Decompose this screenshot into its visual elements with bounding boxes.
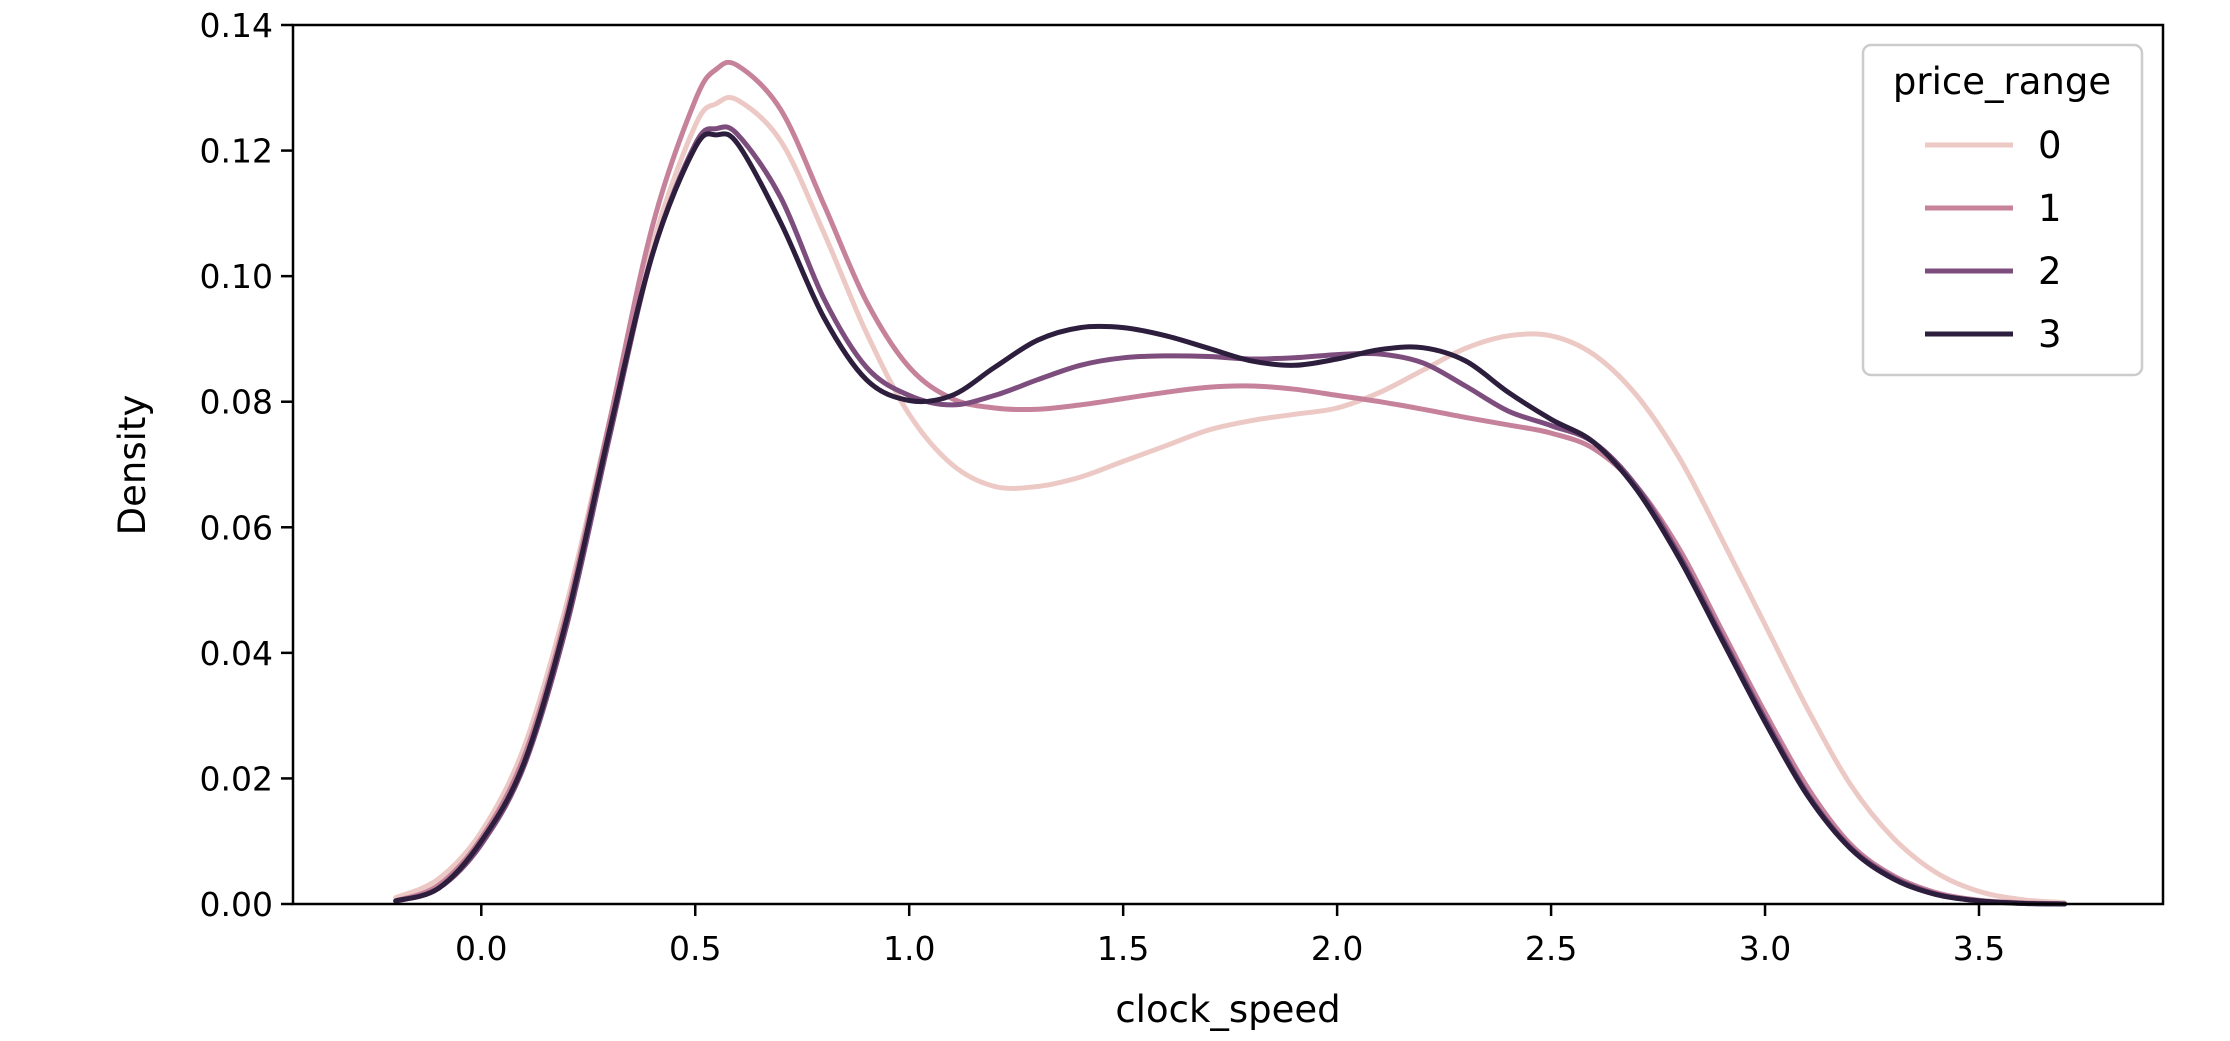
x-tick-label: 0.0 [455, 929, 507, 968]
series-layer [393, 59, 2068, 907]
x-axis: 0.0 0.5 1.0 1.5 2.0 2.5 3.0 3.5 [455, 904, 2005, 968]
y-tick-label: 0.10 [200, 257, 273, 296]
density-line-3 [393, 131, 2068, 907]
y-axis-label: Density [111, 395, 154, 536]
legend-label-1: 1 [2038, 187, 2062, 230]
x-tick-label: 1.0 [883, 929, 935, 968]
legend-label-3: 3 [2038, 313, 2062, 356]
legend-label-2: 2 [2038, 250, 2062, 293]
legend: price_range 0 1 2 3 [1861, 43, 2144, 377]
x-tick-label: 3.5 [1953, 929, 2005, 968]
x-axis-label: clock_speed [1115, 988, 1340, 1031]
y-tick-label: 0.04 [200, 634, 273, 673]
y-tick-label: 0.14 [200, 6, 273, 45]
plot-frame [291, 23, 2165, 906]
density-line-1 [393, 59, 2068, 907]
y-tick-label: 0.08 [200, 383, 273, 422]
x-tick-label: 1.5 [1097, 929, 1149, 968]
legend-title: price_range [1893, 60, 2111, 103]
x-tick-label: 0.5 [669, 929, 721, 968]
y-tick-label: 0.02 [200, 759, 273, 798]
x-tick-label: 2.0 [1311, 929, 1363, 968]
y-tick-label: 0.00 [200, 885, 273, 924]
y-tick-label: 0.12 [200, 132, 273, 171]
y-tick-label: 0.06 [200, 508, 273, 547]
y-axis: 0.00 0.02 0.04 0.06 0.08 0.10 0.12 0.14 [200, 6, 293, 924]
legend-items: 0 1 2 3 [1925, 124, 2062, 356]
x-tick-label: 3.0 [1739, 929, 1791, 968]
x-tick-label: 2.5 [1525, 929, 1577, 968]
legend-label-0: 0 [2038, 124, 2062, 167]
